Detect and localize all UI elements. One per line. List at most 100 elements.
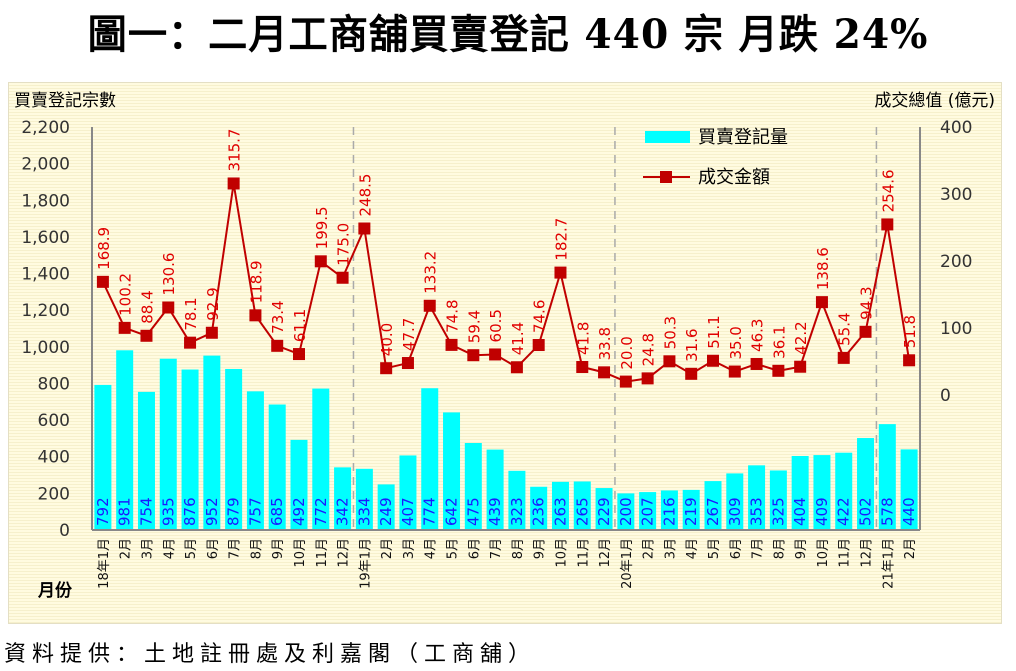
line-marker <box>140 329 153 342</box>
line-marker <box>532 339 545 352</box>
line-value-label: 94.3 <box>858 286 876 319</box>
line-value-label: 168.9 <box>95 227 113 270</box>
bar <box>203 355 221 530</box>
line-value-label: 248.5 <box>356 174 374 217</box>
bar-value-label: 502 <box>857 497 875 526</box>
bar <box>682 489 700 530</box>
line-marker <box>576 360 589 373</box>
legend-label-line: 成交金額 <box>698 167 770 188</box>
bar-value-label: 219 <box>682 497 700 526</box>
bar <box>617 493 635 530</box>
bar-value-label: 952 <box>203 497 221 526</box>
x-tick-label: 8月 <box>249 538 264 559</box>
line-marker <box>859 325 872 338</box>
x-tick-label: 5月 <box>446 538 461 559</box>
line-value-label: 130.6 <box>160 253 178 296</box>
x-tick-label: 2月 <box>642 538 657 559</box>
line-value-label: 24.8 <box>640 333 658 366</box>
line-value-label: 88.4 <box>138 290 156 323</box>
line-marker <box>837 351 850 364</box>
y-tick-label: 1,600 <box>21 228 70 248</box>
bar-value-label: 353 <box>748 497 766 526</box>
line-marker <box>728 365 741 378</box>
bar <box>726 473 744 530</box>
bar <box>573 481 591 530</box>
line-marker <box>750 357 763 370</box>
line-value-label: 20.0 <box>618 336 636 369</box>
x-tick-label: 20年1月 <box>620 538 635 589</box>
bar-value-label: 342 <box>334 497 352 526</box>
bar <box>181 369 199 530</box>
line-value-label: 92.9 <box>204 287 222 320</box>
line-marker <box>598 366 611 379</box>
x-tick-label: 9月 <box>533 538 548 559</box>
x-tick-label: 3月 <box>663 538 678 559</box>
x-tick-label: 7月 <box>751 538 766 559</box>
bar <box>421 388 439 530</box>
bar-value-label: 935 <box>159 497 177 526</box>
chart-title: 圖一：二月工商舖買賣登記 440 宗 月跌 24% <box>87 11 929 58</box>
x-tick-label: 8月 <box>511 538 526 559</box>
y2-axis-title: 成交總值 (億元) <box>874 91 995 111</box>
line-marker <box>380 362 393 375</box>
line-value-label: 133.2 <box>422 251 440 294</box>
bar-value-label: 263 <box>551 497 569 526</box>
line-marker <box>358 222 371 235</box>
x-tick-label: 4月 <box>424 538 439 559</box>
line-marker <box>401 357 414 370</box>
bar <box>464 442 482 530</box>
bar <box>857 438 875 530</box>
bar <box>334 467 352 530</box>
bar-value-label: 325 <box>769 497 787 526</box>
bar <box>835 452 853 530</box>
bar-value-label: 876 <box>181 497 199 526</box>
line-value-label: 78.1 <box>182 297 200 330</box>
x-tick-label: 12月 <box>337 538 352 568</box>
bar-value-label: 642 <box>443 497 461 526</box>
bar-value-label: 267 <box>704 497 722 526</box>
line-marker <box>445 338 458 351</box>
bar-value-label: 475 <box>464 497 482 526</box>
x-tick-label: 3月 <box>402 538 417 559</box>
bar-value-label: 249 <box>377 497 395 526</box>
y-tick-label: 2,200 <box>21 118 70 138</box>
legend: 買賣登記量 成交金額 <box>643 127 788 188</box>
line-value-label: 51.8 <box>901 315 919 348</box>
y-tick-label: 1,400 <box>21 265 70 285</box>
line-value-label: 55.4 <box>836 312 854 345</box>
bar <box>878 424 896 530</box>
x-tick-label: 12月 <box>860 538 875 568</box>
bar-value-label: 334 <box>355 497 373 526</box>
bar <box>791 455 809 530</box>
line-value-label: 100.2 <box>117 273 135 316</box>
line-marker <box>619 375 632 388</box>
line-marker <box>96 275 109 288</box>
line-value-label: 138.6 <box>814 247 832 290</box>
line-value-label: 74.6 <box>531 300 549 333</box>
bar <box>748 465 766 530</box>
bar-value-label: 578 <box>878 497 896 526</box>
bar <box>595 488 613 530</box>
line-marker <box>118 321 131 334</box>
y2-tick-label: 100 <box>940 319 972 339</box>
legend-swatch-marker <box>660 171 672 183</box>
y2-tick-label: 400 <box>940 118 972 138</box>
y-tick-label: 600 <box>38 411 70 431</box>
x-tick-label: 11月 <box>838 538 853 568</box>
line-value-label: 31.6 <box>683 328 701 361</box>
bar-value-label: 879 <box>225 497 243 526</box>
line-value-label: 33.8 <box>596 327 614 360</box>
line-value-label: 59.4 <box>465 310 483 343</box>
bar-value-label: 440 <box>900 497 918 526</box>
bar-value-label: 685 <box>268 497 286 526</box>
line-marker <box>772 364 785 377</box>
x-tick-label: 10月 <box>816 538 831 568</box>
y-axis-title: 買賣登記宗數 <box>14 91 116 111</box>
line-marker <box>641 372 654 385</box>
line-marker <box>903 354 916 367</box>
line-marker <box>162 301 175 314</box>
line-marker <box>881 218 894 231</box>
x-tick-label: 2月 <box>903 538 918 559</box>
bar <box>246 391 264 530</box>
